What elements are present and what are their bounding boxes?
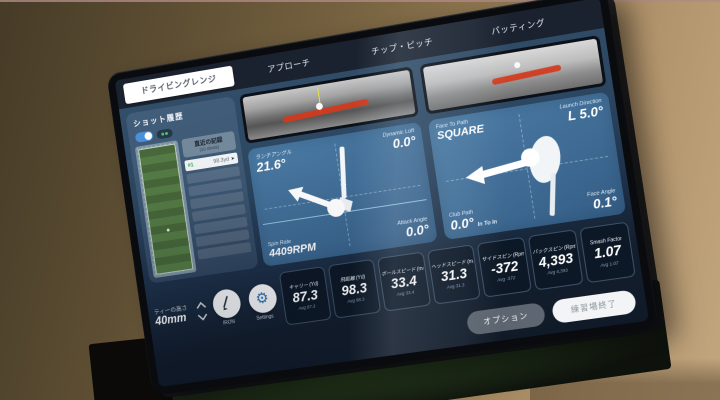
tee-down-icon[interactable] xyxy=(197,312,208,320)
stat-tile-total-distance: 飛距離 (Yd) 98.3 Avg 98.3 xyxy=(328,259,381,319)
spin-rate-stat: Spin Rate 4409RPM xyxy=(268,236,317,261)
face-angle-stat: Face Angle 0.1° xyxy=(587,188,619,213)
settings-label: Settings xyxy=(256,313,274,321)
gear-icon: ⚙ xyxy=(254,288,269,307)
tee-up-icon[interactable] xyxy=(195,301,206,309)
launch-panel: ランチアングル 21.6° Dynamic Loft 0.0° Spin Rat… xyxy=(247,122,438,267)
trajectory-badge-icon[interactable] xyxy=(156,128,173,139)
impact-marker-red xyxy=(282,99,369,124)
options-button[interactable]: オプション xyxy=(466,302,547,336)
iron-club-illustration xyxy=(277,136,408,252)
club-path-stat: Club Path 0.0° In To In xyxy=(449,206,498,234)
impact-marker-red xyxy=(491,64,561,85)
shot-distance: 98.3yd xyxy=(195,156,229,167)
trajectory-toggle[interactable] xyxy=(135,130,154,143)
kiosk-monitor: ドライビングレンジ アプローチ チップ・ピッチ パッティング ショット履歴 xyxy=(106,0,658,396)
stat-tile-side-spin: サイドスピン (Rpm) -372 Avg -372 xyxy=(477,237,532,298)
shot-history-body: 直近の記録 (10 Shots) #1 98.3yd ➤ xyxy=(135,131,253,278)
settings-button[interactable]: ⚙ Settings xyxy=(243,273,283,330)
shot-history-panel: ショット履歴 直近の記録 (10 Shots) xyxy=(125,96,258,284)
stat-tile-head-speed: ヘッドスピード (m/s) 31.3 Avg 31.3 xyxy=(427,244,482,305)
golf-club-icon xyxy=(218,294,235,312)
face-angle-value: 0.1° xyxy=(588,194,619,213)
stat-tile-carry: キャリー (Yd) 87.3 Avg 87.3 xyxy=(279,266,332,326)
stat-tile-smash-factor: Smash Factor 1.07 Avg 1.07 xyxy=(580,221,636,283)
club-select-label: IRON xyxy=(223,319,236,327)
end-practice-button[interactable]: 練習場終了 xyxy=(551,289,637,324)
monitor-bezel: ドライビングレンジ アプローチ チップ・ピッチ パッティング ショット履歴 xyxy=(106,0,658,396)
face-panel: Face To Path SQUARE Launch Direction L 5… xyxy=(428,92,626,240)
ball-landing-dot xyxy=(167,229,170,232)
stat-tile-ball-speed: ボールスピード (m/s) 33.4 Avg 33.4 xyxy=(377,252,431,312)
app-screen: ドライビングレンジ アプローチ チップ・ピッチ パッティング ショット履歴 xyxy=(115,0,649,387)
club-path-sub: In To In xyxy=(477,219,497,228)
club-select-button[interactable]: IRON xyxy=(207,279,247,336)
tab-approach[interactable]: アプローチ xyxy=(232,50,346,81)
stat-tile-back-spin: バックスピン (Rpm) 4,393 Avg 4,393 xyxy=(528,229,584,290)
dynamic-loft-stat: Dynamic Loft 0.0° xyxy=(382,128,417,154)
shot-number: #1 xyxy=(187,162,194,169)
launch-direction-stat: Launch Direction L 5.0° xyxy=(559,98,604,126)
tab-putting[interactable]: パッティング xyxy=(459,11,578,43)
tee-height-control: ティーの高さ 40mm xyxy=(151,284,211,344)
golf-ball xyxy=(514,61,521,68)
ceiling-trim xyxy=(0,0,720,2)
tab-chip-pitch[interactable]: チップ・ピッチ xyxy=(344,31,460,62)
shot-row-arrow-icon: ➤ xyxy=(230,155,235,161)
attack-angle-stat: Attack Angle 0.0° xyxy=(397,216,430,241)
